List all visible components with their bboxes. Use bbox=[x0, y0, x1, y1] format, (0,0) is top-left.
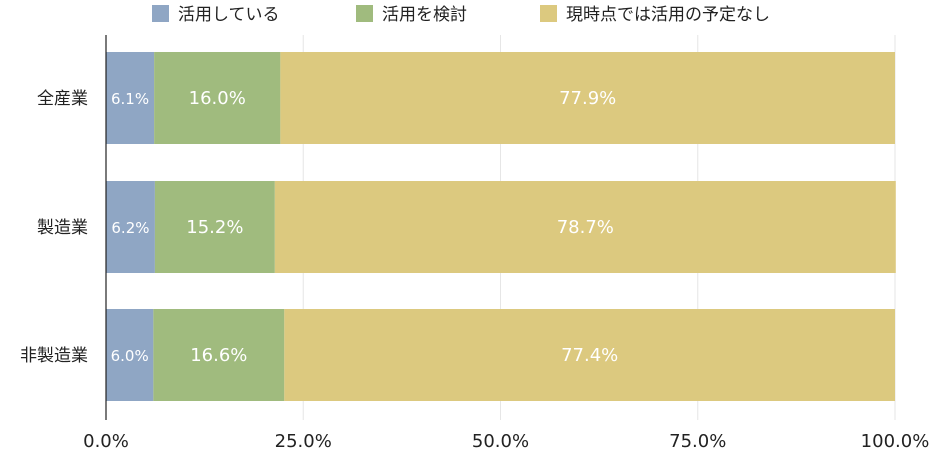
bar-segment bbox=[280, 52, 895, 144]
data-label: 16.0% bbox=[189, 88, 246, 109]
data-label: 77.4% bbox=[561, 345, 618, 366]
bar-segment bbox=[154, 52, 281, 144]
legend-swatch bbox=[540, 5, 557, 22]
category-label: 全産業 bbox=[37, 89, 88, 109]
data-label: 78.7% bbox=[557, 217, 614, 238]
data-label: 6.2% bbox=[111, 219, 149, 237]
x-tick-label: 0.0% bbox=[83, 431, 129, 452]
bar-segment bbox=[106, 309, 154, 401]
data-label: 6.0% bbox=[111, 347, 149, 365]
legend-label: 活用を検討 bbox=[382, 5, 467, 25]
x-tick-label: 25.0% bbox=[275, 431, 332, 452]
x-tick-label: 75.0% bbox=[669, 431, 726, 452]
bar-segment bbox=[284, 309, 896, 401]
bar-segment bbox=[154, 181, 275, 273]
data-label: 77.9% bbox=[559, 88, 616, 109]
category-label: 製造業 bbox=[37, 218, 88, 238]
bar-segment bbox=[106, 52, 155, 144]
x-tick-label: 100.0% bbox=[861, 431, 930, 452]
legend-swatch bbox=[356, 5, 373, 22]
category-label: 非製造業 bbox=[20, 346, 88, 366]
data-label: 6.1% bbox=[111, 90, 149, 108]
legend-label: 活用している bbox=[178, 5, 280, 25]
legend-swatch bbox=[152, 5, 169, 22]
data-label: 16.6% bbox=[190, 345, 247, 366]
x-tick-label: 50.0% bbox=[472, 431, 529, 452]
bar-segment bbox=[153, 309, 285, 401]
data-label: 15.2% bbox=[186, 217, 243, 238]
bar-segment bbox=[106, 181, 155, 273]
legend-label: 現時点では活用の予定なし bbox=[566, 5, 770, 25]
bar-segment bbox=[274, 181, 896, 273]
